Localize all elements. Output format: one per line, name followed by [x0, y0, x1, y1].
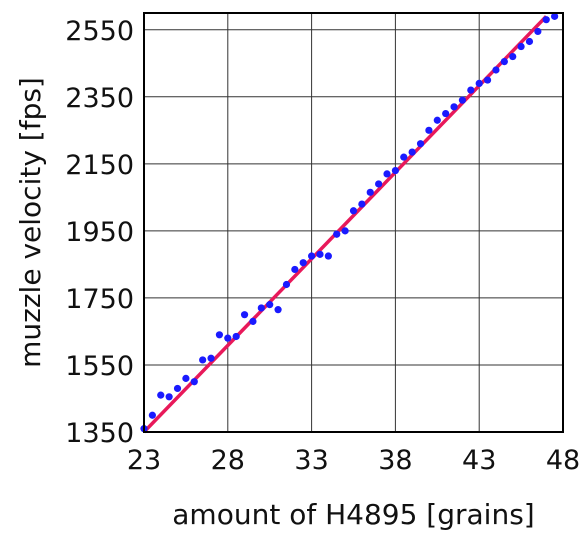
data-point [148, 411, 156, 419]
data-point [282, 280, 291, 289]
data-point [534, 27, 542, 36]
data-point [199, 356, 207, 364]
data-point [249, 317, 257, 325]
data-point [157, 391, 165, 399]
data-point [182, 374, 190, 382]
data-point [425, 126, 433, 134]
x-tick-label: 33 [294, 445, 328, 476]
data-point [165, 393, 173, 401]
data-point [442, 109, 450, 118]
x-tick-label: 23 [127, 445, 161, 476]
data-point [475, 79, 483, 87]
data-point [215, 331, 224, 339]
data-point [408, 148, 416, 156]
data-point [500, 58, 508, 66]
y-tick-labels: 1350 1550 1750 1950 2150 2350 2550 [65, 16, 134, 449]
data-point [391, 166, 399, 175]
y-tick-label: 1750 [65, 284, 134, 315]
data-point [551, 12, 559, 20]
data-point [224, 334, 232, 342]
y-tick-label: 1350 [65, 418, 134, 449]
data-point [232, 332, 240, 341]
data-point [542, 16, 550, 24]
x-axis-title: amount of H4895 [grains] [172, 498, 534, 531]
data-point [458, 96, 467, 104]
data-point [324, 252, 332, 260]
y-axis-title: muzzle velocity [fps] [14, 77, 47, 368]
x-tick-label: 28 [211, 445, 245, 476]
data-point [257, 304, 265, 312]
data-point [400, 153, 408, 161]
x-tick-label: 48 [546, 445, 580, 476]
x-tick-labels: 23 28 33 38 43 48 [127, 445, 580, 476]
data-point [266, 301, 274, 309]
y-tick-label: 1550 [65, 351, 134, 382]
data-point [240, 311, 249, 319]
plot-frame [143, 12, 564, 433]
data-point [450, 103, 458, 111]
data-point [517, 42, 525, 51]
data-point [299, 259, 307, 267]
data-point [291, 265, 299, 274]
data-point [375, 180, 383, 188]
y-tick-label: 2550 [65, 16, 134, 47]
data-point [173, 384, 182, 393]
data-point [358, 200, 366, 208]
data-point [383, 170, 391, 178]
data-point [525, 37, 534, 46]
data-point [483, 76, 492, 84]
y-tick-label: 1950 [65, 217, 134, 248]
data-point [190, 378, 198, 386]
data-point [207, 354, 215, 362]
data-point [316, 250, 324, 258]
data-point [341, 227, 349, 235]
data-points [140, 12, 559, 433]
data-point [366, 188, 374, 196]
data-point [416, 140, 425, 148]
data-point [467, 86, 475, 94]
data-point [492, 66, 500, 74]
x-tick-label: 43 [462, 445, 496, 476]
data-point [509, 52, 517, 61]
data-point [349, 207, 358, 215]
y-tick-label: 2350 [65, 83, 134, 114]
y-tick-label: 2150 [65, 150, 134, 181]
x-tick-label: 38 [378, 445, 412, 476]
data-point [333, 230, 341, 238]
data-point [274, 306, 282, 314]
data-point [433, 116, 441, 124]
data-point [308, 252, 316, 260]
